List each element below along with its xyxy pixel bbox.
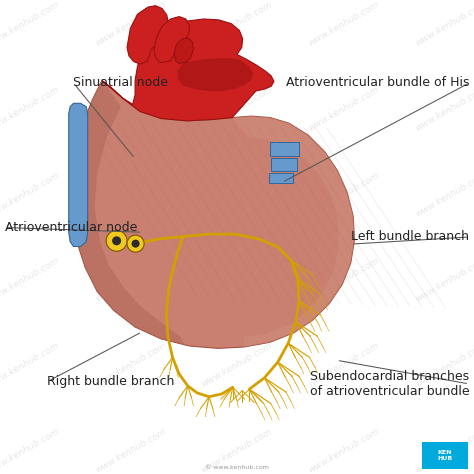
Text: www.kenhub.com: www.kenhub.com [307, 0, 381, 48]
Polygon shape [71, 81, 185, 345]
Text: www.kenhub.com: www.kenhub.com [200, 0, 274, 48]
Text: www.kenhub.com: www.kenhub.com [93, 426, 167, 474]
Text: www.kenhub.com: www.kenhub.com [0, 0, 61, 48]
Polygon shape [102, 19, 274, 121]
Text: www.kenhub.com: www.kenhub.com [93, 85, 167, 133]
Circle shape [127, 235, 144, 252]
Polygon shape [270, 142, 299, 156]
Text: www.kenhub.com: www.kenhub.com [413, 170, 474, 219]
Text: www.kenhub.com: www.kenhub.com [413, 85, 474, 133]
Text: www.kenhub.com: www.kenhub.com [307, 426, 381, 474]
Text: www.kenhub.com: www.kenhub.com [413, 255, 474, 304]
Polygon shape [178, 58, 254, 91]
Text: www.kenhub.com: www.kenhub.com [93, 0, 167, 48]
Text: Atrioventricular node: Atrioventricular node [5, 221, 137, 234]
Text: www.kenhub.com: www.kenhub.com [307, 341, 381, 389]
Text: www.kenhub.com: www.kenhub.com [0, 85, 61, 133]
Text: www.kenhub.com: www.kenhub.com [0, 426, 61, 474]
Text: www.kenhub.com: www.kenhub.com [413, 341, 474, 389]
Polygon shape [271, 158, 297, 171]
Text: www.kenhub.com: www.kenhub.com [0, 170, 61, 219]
Text: www.kenhub.com: www.kenhub.com [200, 255, 274, 304]
Text: www.kenhub.com: www.kenhub.com [413, 426, 474, 474]
Text: www.kenhub.com: www.kenhub.com [307, 170, 381, 219]
Text: Sinuatrial node: Sinuatrial node [73, 76, 168, 90]
Text: www.kenhub.com: www.kenhub.com [0, 255, 61, 304]
Circle shape [113, 237, 120, 245]
Text: www.kenhub.com: www.kenhub.com [200, 85, 274, 133]
Text: www.kenhub.com: www.kenhub.com [93, 255, 167, 304]
Text: Right bundle branch: Right bundle branch [47, 375, 175, 388]
Polygon shape [127, 6, 168, 64]
Text: www.kenhub.com: www.kenhub.com [200, 170, 274, 219]
Polygon shape [69, 103, 88, 246]
Polygon shape [71, 81, 355, 348]
Circle shape [106, 230, 127, 251]
Text: www.kenhub.com: www.kenhub.com [200, 341, 274, 389]
Text: © www.kenhub.com: © www.kenhub.com [205, 465, 269, 470]
Text: www.kenhub.com: www.kenhub.com [307, 85, 381, 133]
Text: Atrioventricular bundle of His: Atrioventricular bundle of His [286, 76, 469, 90]
Polygon shape [232, 116, 355, 347]
Text: www.kenhub.com: www.kenhub.com [93, 341, 167, 389]
Polygon shape [174, 38, 193, 64]
Text: www.kenhub.com: www.kenhub.com [93, 170, 167, 219]
Polygon shape [269, 173, 293, 183]
Text: www.kenhub.com: www.kenhub.com [413, 0, 474, 48]
Text: www.kenhub.com: www.kenhub.com [307, 255, 381, 304]
Text: KEN
HUB: KEN HUB [438, 450, 453, 461]
Text: Subendocardial branches
of atrioventricular bundle: Subendocardial branches of atrioventricu… [310, 370, 469, 398]
Polygon shape [154, 17, 190, 63]
Circle shape [132, 240, 139, 247]
Text: www.kenhub.com: www.kenhub.com [200, 426, 274, 474]
Text: www.kenhub.com: www.kenhub.com [0, 341, 61, 389]
FancyBboxPatch shape [422, 442, 468, 469]
Text: Left bundle branch: Left bundle branch [351, 230, 469, 244]
